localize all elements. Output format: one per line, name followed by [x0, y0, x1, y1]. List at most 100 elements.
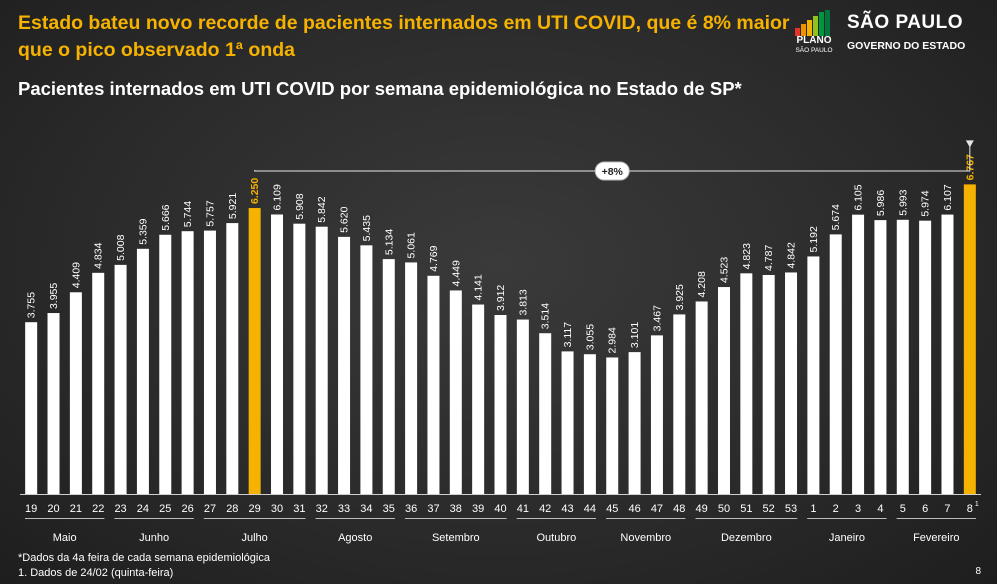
tick-label: 7 [944, 503, 950, 515]
tick-label: 39 [472, 503, 484, 515]
bar [561, 351, 574, 494]
month-label: Fevereiro [913, 532, 959, 544]
tick-label: 5 [900, 503, 906, 515]
month-label: Dezembro [721, 532, 772, 544]
bar [941, 214, 954, 494]
bar [449, 290, 462, 494]
value-label: 5.757 [204, 200, 216, 226]
tick-footnote-marker: 1 [975, 501, 979, 508]
bar [203, 230, 216, 494]
bar [69, 292, 82, 494]
sp-government-logo-sub: GOVERNO DO ESTADO [847, 40, 966, 52]
tick-label: 32 [316, 503, 328, 515]
bar [628, 352, 641, 494]
value-label: 3.514 [540, 303, 552, 329]
bar [315, 226, 328, 494]
tick-label: 35 [383, 503, 395, 515]
value-label: 3.955 [48, 283, 60, 309]
bar [740, 273, 753, 494]
value-label: 5.993 [897, 189, 909, 215]
value-label: 3.101 [629, 322, 641, 348]
tick-label: 22 [92, 503, 104, 515]
bar [226, 223, 239, 494]
bar [539, 333, 552, 494]
bar [47, 313, 60, 494]
bar [472, 304, 485, 494]
bar [382, 259, 395, 494]
value-label: 4.208 [696, 271, 708, 297]
value-label: 4.823 [741, 243, 753, 269]
value-label: 4.787 [763, 245, 775, 271]
bar [360, 245, 373, 494]
tick-label: 28 [226, 503, 238, 515]
value-label: 5.061 [406, 232, 418, 258]
bar [136, 248, 149, 494]
value-label: 3.813 [517, 289, 529, 315]
value-label: 4.409 [70, 262, 82, 288]
bar [92, 272, 105, 494]
tick-label: 1 [810, 503, 816, 515]
bar [896, 219, 909, 494]
month-label: Novembro [620, 532, 671, 544]
value-label: 4.523 [718, 257, 730, 283]
month-label: Setembro [432, 532, 480, 544]
bar [673, 314, 686, 494]
bar [807, 256, 820, 494]
tick-label: 3 [855, 503, 861, 515]
comparison-label: +8% [602, 166, 624, 178]
value-label: 5.666 [160, 204, 172, 230]
bar [427, 275, 440, 494]
bar [338, 236, 351, 494]
tick-label: 25 [159, 503, 171, 515]
tick-label: 33 [338, 503, 350, 515]
tick-label: 2 [833, 503, 839, 515]
value-label: 3.755 [26, 292, 38, 318]
value-label: 5.674 [830, 204, 842, 230]
tick-label: 51 [740, 503, 752, 515]
tick-label: 43 [561, 503, 573, 515]
page-number: 8 [975, 566, 981, 577]
tick-label: 4 [877, 503, 883, 515]
month-label: Agosto [338, 532, 372, 544]
tick-label: 24 [137, 503, 149, 515]
tick-label: 53 [785, 503, 797, 515]
headline: Estado bateu novo recorde de pacientes i… [18, 12, 790, 61]
tick-label: 52 [763, 503, 775, 515]
bar [606, 357, 619, 494]
value-label: 5.359 [137, 218, 149, 244]
bar [695, 301, 708, 494]
value-label: 4.834 [93, 242, 105, 268]
value-label: 6.109 [272, 184, 284, 210]
tick-label: 41 [517, 503, 529, 515]
tick-label: 50 [718, 503, 730, 515]
tick-label: 27 [204, 503, 216, 515]
value-label: 6.105 [853, 184, 865, 210]
bar [762, 274, 775, 494]
bar [25, 322, 38, 494]
bar [919, 220, 932, 494]
bar [114, 264, 127, 494]
month-label: Julho [242, 532, 268, 544]
tick-label: 19 [25, 503, 37, 515]
tick-label: 37 [427, 503, 439, 515]
tick-label: 6 [922, 503, 928, 515]
footnote-1: *Dados da 4a feira de cada semana epidem… [18, 552, 270, 564]
value-label: 3.912 [495, 285, 507, 311]
tick-label: 26 [181, 503, 193, 515]
month-label: Maio [53, 532, 77, 544]
tick-label: 47 [651, 503, 663, 515]
tick-label: 36 [405, 503, 417, 515]
value-label: 3.925 [674, 284, 686, 310]
bar [785, 272, 798, 494]
comparison-arrowhead [965, 140, 974, 148]
tick-label: 30 [271, 503, 283, 515]
bar [248, 208, 261, 495]
value-label: 5.134 [383, 229, 395, 255]
bar [717, 287, 730, 494]
bar [159, 234, 172, 494]
value-label: 2.984 [607, 327, 619, 353]
value-label: 3.055 [584, 324, 596, 350]
bar [852, 214, 865, 494]
tick-label: 48 [673, 503, 685, 515]
